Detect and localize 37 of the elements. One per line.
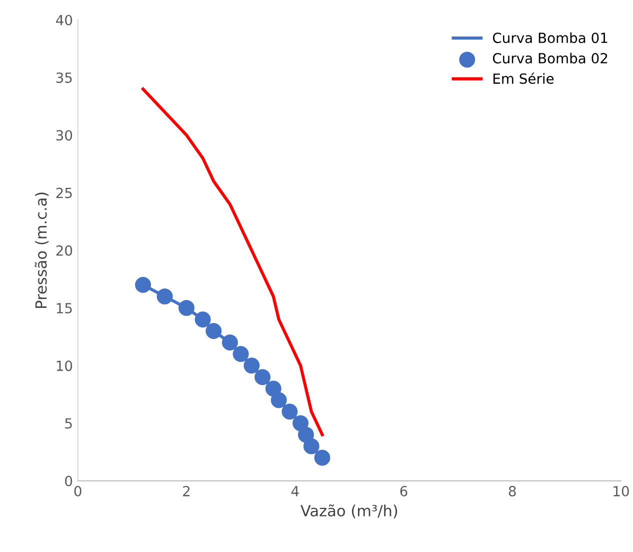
x-axis-title: Vazão (m³/h) (300, 504, 398, 518)
line-series (142, 87, 324, 436)
y-tick-label: 30 (56, 130, 72, 141)
y-tick-label: 15 (56, 303, 72, 314)
point (232, 346, 249, 362)
point (282, 404, 298, 420)
legend-label: Em Série (494, 72, 554, 84)
y-tick-label: 25 (56, 188, 72, 198)
point (298, 426, 314, 443)
point (222, 334, 238, 350)
y-tick-label: 0 (65, 476, 72, 486)
x-tick-label: 0 (74, 486, 82, 496)
point (135, 276, 152, 293)
point (244, 358, 260, 374)
point (265, 380, 282, 397)
y-tick-label: 35 (56, 72, 72, 83)
point (314, 450, 330, 466)
point (206, 323, 222, 339)
point (292, 415, 309, 432)
legend-label: Curva Bomba 02 (492, 52, 608, 64)
x-tick-label: 10 (614, 486, 629, 496)
point (178, 300, 194, 316)
point (303, 438, 320, 454)
y-axis-title: Pressão (m.c.a) (34, 192, 49, 308)
y-tick-label: 20 (56, 245, 72, 256)
x-tick-label: 4 (291, 486, 299, 496)
y-tick-label: 5 (65, 418, 72, 429)
point (156, 288, 173, 304)
point (194, 311, 211, 328)
point (254, 369, 270, 386)
x-tick-label: 2 (183, 486, 190, 496)
y-tick-label: 40 (56, 14, 72, 26)
x-tick-label: 6 (400, 486, 408, 496)
x-tick-label: 8 (508, 486, 516, 496)
legend-label: Curva Bomba 01 (492, 32, 608, 44)
y-tick-label: 10 (56, 360, 72, 372)
point (270, 392, 287, 408)
